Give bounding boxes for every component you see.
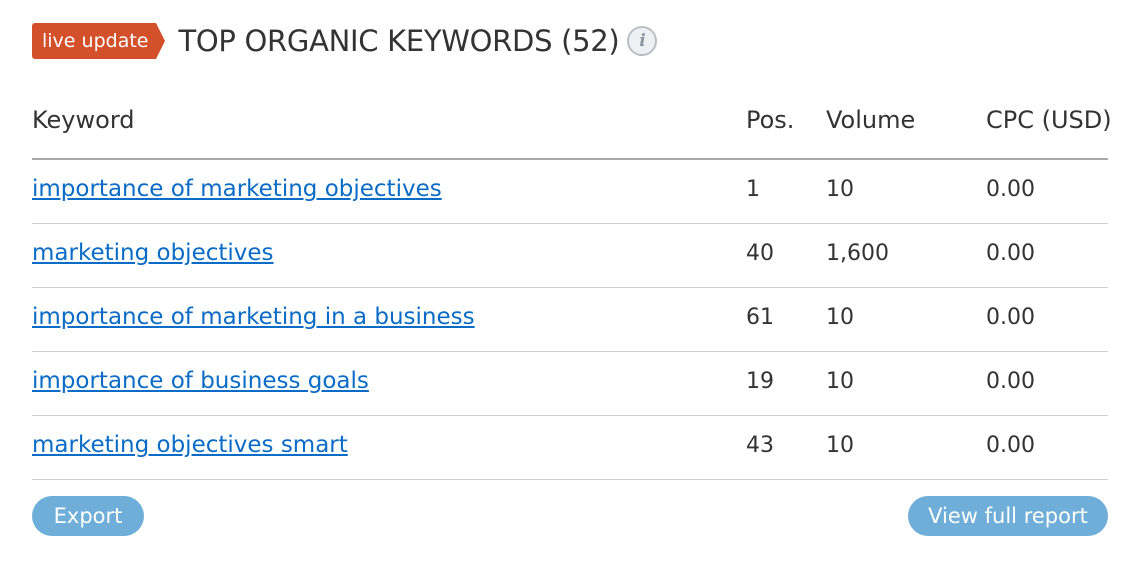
cpc-value: 0.00 [986, 369, 1035, 394]
keyword-link[interactable]: marketing objectives smart [32, 432, 348, 458]
cpc-value: 0.00 [986, 305, 1035, 330]
keyword-link[interactable]: importance of marketing objectives [32, 176, 442, 202]
widget-header: live update TOP ORGANIC KEYWORDS (52) i [32, 20, 658, 62]
volume-value: 10 [826, 305, 854, 330]
volume-value: 10 [826, 177, 854, 202]
export-button[interactable]: Export [32, 496, 144, 536]
column-header-keyword: Keyword [32, 106, 135, 134]
cpc-value: 0.00 [986, 241, 1035, 266]
position-value: 19 [746, 369, 774, 394]
table-row: importance of marketing objectives 1 10 … [32, 160, 1108, 224]
view-full-report-button[interactable]: View full report [908, 496, 1108, 536]
table-row: importance of business goals 19 10 0.00 [32, 352, 1108, 416]
cpc-value: 0.00 [986, 177, 1035, 202]
table-row: importance of marketing in a business 61… [32, 288, 1108, 352]
volume-value: 1,600 [826, 241, 889, 266]
position-value: 43 [746, 433, 774, 458]
widget-title: TOP ORGANIC KEYWORDS (52) [178, 24, 620, 58]
cpc-value: 0.00 [986, 433, 1035, 458]
keywords-table: Keyword Pos. Volume CPC (USD) importance… [32, 92, 1112, 480]
volume-value: 10 [826, 369, 854, 394]
position-value: 61 [746, 305, 774, 330]
column-header-cpc: CPC (USD) [986, 106, 1112, 134]
keyword-link[interactable]: marketing objectives [32, 240, 274, 266]
column-header-position: Pos. [746, 106, 795, 134]
info-icon[interactable]: i [627, 26, 658, 56]
column-header-volume: Volume [826, 106, 916, 134]
table-row: marketing objectives smart 43 10 0.00 [32, 416, 1108, 480]
keyword-link[interactable]: importance of business goals [32, 368, 369, 394]
table-header: Keyword Pos. Volume CPC (USD) [32, 92, 1112, 160]
live-update-badge: live update [32, 23, 167, 59]
volume-value: 10 [826, 433, 854, 458]
position-value: 40 [746, 241, 774, 266]
position-value: 1 [746, 177, 760, 202]
table-row: marketing objectives 40 1,600 0.00 [32, 224, 1108, 288]
keyword-link[interactable]: importance of marketing in a business [32, 304, 475, 330]
